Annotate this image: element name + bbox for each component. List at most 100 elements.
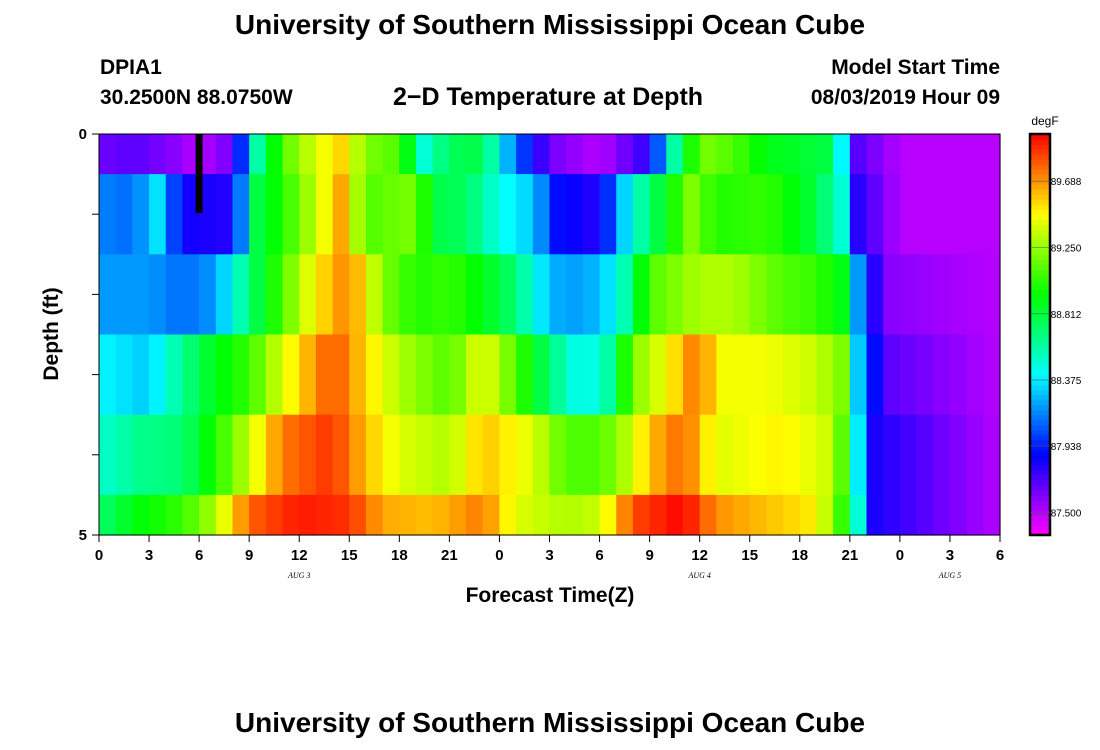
x-date-label: AUG 3 xyxy=(287,571,310,580)
colorbar-band xyxy=(1030,489,1050,496)
heatmap-cell xyxy=(816,334,834,416)
colorbar-band xyxy=(1030,284,1050,290)
colorbar-band xyxy=(1030,399,1050,406)
colorbar-band xyxy=(1030,334,1050,341)
heatmap-cell xyxy=(799,174,818,255)
heatmap-cell xyxy=(99,174,117,255)
station-id: DPIA1 xyxy=(100,56,162,79)
colorbar-band xyxy=(1030,234,1050,240)
heatmap-cell xyxy=(566,494,584,536)
heatmap-cell xyxy=(783,414,801,496)
heatmap-cell xyxy=(616,414,634,496)
heatmap-cell xyxy=(282,494,300,536)
heatmap-cell xyxy=(466,134,484,175)
heatmap-cell xyxy=(349,134,367,175)
heatmap-cell xyxy=(599,134,617,175)
heatmap-cell xyxy=(682,254,701,336)
heatmap-cell xyxy=(182,494,200,536)
colorbar-band xyxy=(1030,514,1050,521)
heatmap-cell xyxy=(432,174,450,255)
colorbar-band xyxy=(1030,414,1050,421)
heatmap-cell xyxy=(265,254,284,336)
colorbar-band xyxy=(1030,444,1050,451)
heatmap-cell xyxy=(849,174,868,255)
x-tick-label: 18 xyxy=(791,547,808,564)
heatmap-cells xyxy=(99,134,1001,536)
heatmap-cell xyxy=(899,414,918,496)
heatmap-cell xyxy=(682,494,701,536)
heatmap-cell xyxy=(632,414,651,496)
colorbar-tick-label: 88.375 xyxy=(1051,376,1082,387)
colorbar-band xyxy=(1030,239,1050,245)
heatmap-cell xyxy=(799,414,818,496)
heatmap-cell xyxy=(332,414,350,496)
heatmap-cell xyxy=(833,254,851,336)
heatmap-cell xyxy=(649,494,667,536)
heatmap-cell xyxy=(599,334,617,416)
colorbar-band xyxy=(1030,439,1050,446)
heatmap-cell xyxy=(666,134,684,175)
heatmap-cell xyxy=(616,494,634,536)
heatmap-cell xyxy=(849,334,868,416)
colorbar-band xyxy=(1030,154,1050,160)
heatmap-cell xyxy=(165,414,184,496)
heatmap-cell xyxy=(516,494,534,536)
heatmap-cell xyxy=(215,494,234,536)
x-tick-label: 12 xyxy=(291,547,308,564)
heatmap-cell xyxy=(365,254,384,336)
heatmap-cell xyxy=(516,254,534,336)
heatmap-cell xyxy=(399,334,417,416)
heatmap-cell xyxy=(499,494,517,536)
heatmap-cell xyxy=(249,334,267,416)
heatmap-cell xyxy=(632,254,651,336)
heatmap-cell xyxy=(649,334,667,416)
heatmap-cell xyxy=(115,174,133,255)
x-axis: 0 3 6 9 12 15 18 21 0 3 6 9 12 15 18 21 0 3 6 AUG 3 AUG 4 AUG… xyxy=(95,535,1004,580)
heatmap-cell xyxy=(99,254,117,336)
heatmap-cell xyxy=(466,174,484,255)
heatmap-cell xyxy=(215,174,234,255)
x-tick-label: 6 xyxy=(996,547,1004,564)
heatmap-cell xyxy=(582,254,601,336)
heatmap-cell xyxy=(332,334,350,416)
heatmap-cell xyxy=(966,254,984,336)
heatmap-cell xyxy=(983,494,1001,536)
heatmap-cell xyxy=(849,134,868,175)
colorbar-band xyxy=(1030,484,1050,491)
heatmap-cell xyxy=(315,174,334,255)
heatmap-cell xyxy=(816,174,834,255)
heatmap-cell xyxy=(699,174,717,255)
colorbar-band xyxy=(1030,214,1050,220)
heatmap-cell xyxy=(883,494,901,536)
heatmap-cell xyxy=(349,334,367,416)
x-tick-label: 18 xyxy=(391,547,408,564)
heatmap-cell xyxy=(332,174,350,255)
heatmap-cell xyxy=(232,334,250,416)
colorbar-band xyxy=(1030,259,1050,265)
colorbar-band xyxy=(1030,499,1050,506)
colorbar-frame xyxy=(1028,132,1052,537)
heatmap-cell xyxy=(449,134,467,175)
heatmap-cell xyxy=(733,134,751,175)
heatmap-cell xyxy=(766,134,784,175)
heatmap-cell xyxy=(149,414,167,496)
heatmap-cell xyxy=(516,414,534,496)
heatmap-cell xyxy=(349,254,367,336)
heatmap-cell xyxy=(616,334,634,416)
colorbar-band xyxy=(1030,429,1050,436)
heatmap-cell xyxy=(282,254,300,336)
heatmap-cell xyxy=(432,134,450,175)
heatmap-cell xyxy=(566,254,584,336)
x-date-label: AUG 5 xyxy=(938,571,961,580)
heatmap-cell xyxy=(983,254,1001,336)
heatmap-cell xyxy=(199,494,217,536)
heatmap-cell xyxy=(132,334,150,416)
heatmap-cell xyxy=(616,254,634,336)
heatmap-cell xyxy=(899,254,918,336)
colorbar-band xyxy=(1030,309,1050,316)
heatmap-cell xyxy=(349,414,367,496)
colorbar-band xyxy=(1030,454,1050,461)
heatmap-cell xyxy=(149,494,167,536)
heatmap-cell xyxy=(532,254,551,336)
colorbar-band xyxy=(1030,419,1050,426)
